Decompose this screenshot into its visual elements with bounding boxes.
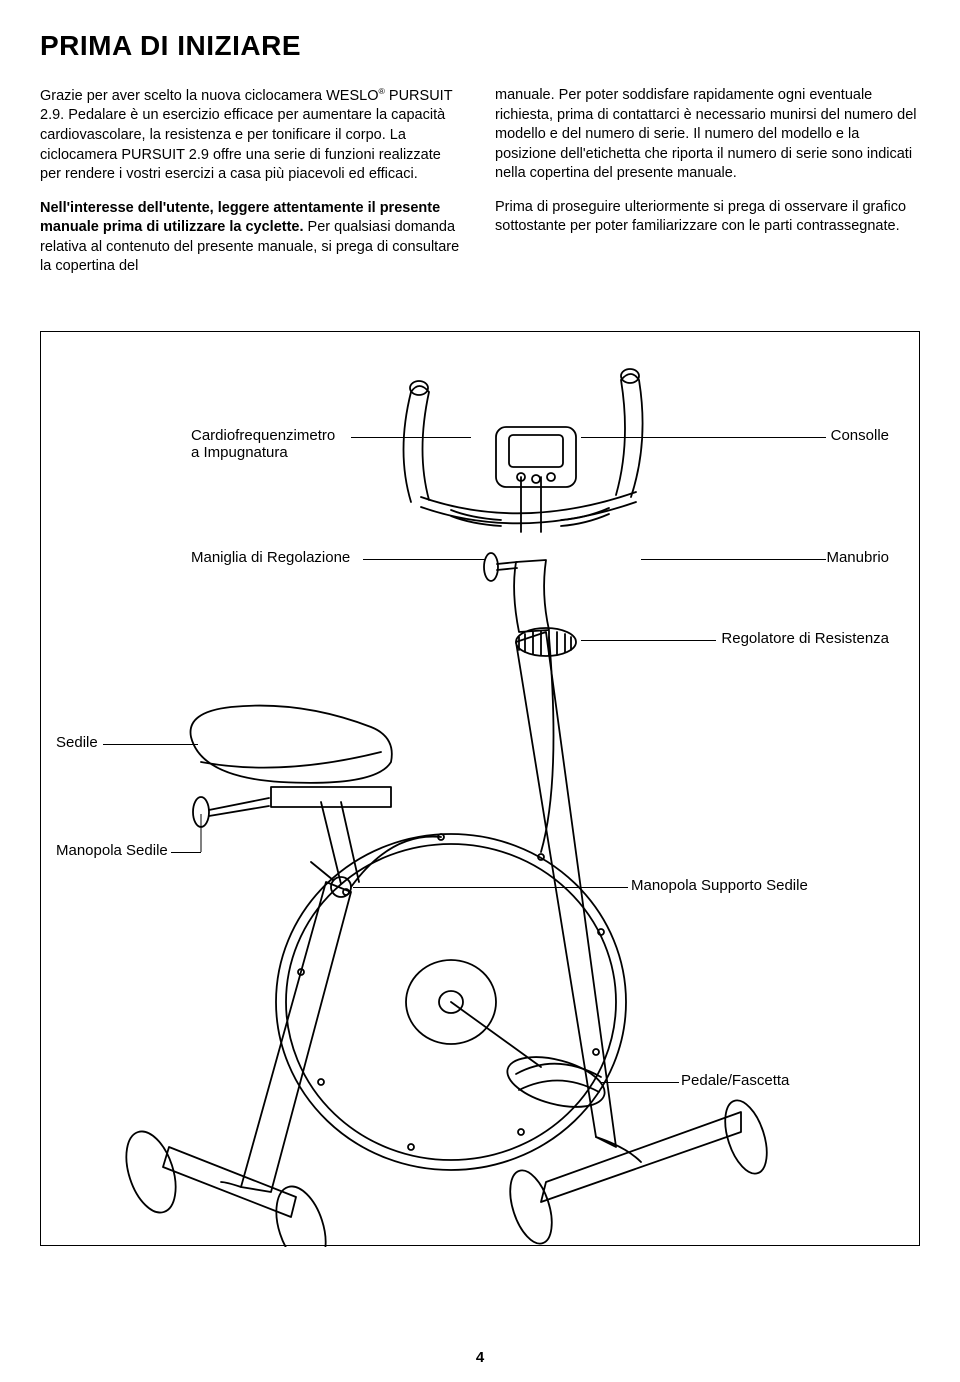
paragraph-1: Grazie per aver scelto la nuova ciclocam… xyxy=(40,86,465,185)
column-right: manuale. Per poter soddisfare rapidament… xyxy=(495,86,920,291)
paragraph-3: manuale. Per poter soddisfare rapidament… xyxy=(495,86,920,184)
page-number: 4 xyxy=(476,1349,484,1366)
leader-manopola-sedile-diag xyxy=(41,332,921,1247)
paragraph-4: Prima di proseguire ulteriormente si pre… xyxy=(495,198,920,237)
leader-manopola-supporto xyxy=(353,887,628,888)
label-pedale: Pedale/Fascetta xyxy=(681,1072,789,1089)
page-title: PRIMA DI INIZIARE xyxy=(40,30,920,62)
body-columns: Grazie per aver scelto la nuova ciclocam… xyxy=(40,86,920,291)
diagram-frame: Cardiofrequenzimetro a Impugnatura Conso… xyxy=(40,331,920,1246)
paragraph-2: Nell'interesse dell'utente, leggere atte… xyxy=(40,199,465,277)
label-manopola-supporto: Manopola Supporto Sedile xyxy=(631,877,808,894)
column-left: Grazie per aver scelto la nuova ciclocam… xyxy=(40,86,465,291)
leader-pedale xyxy=(601,1082,679,1083)
